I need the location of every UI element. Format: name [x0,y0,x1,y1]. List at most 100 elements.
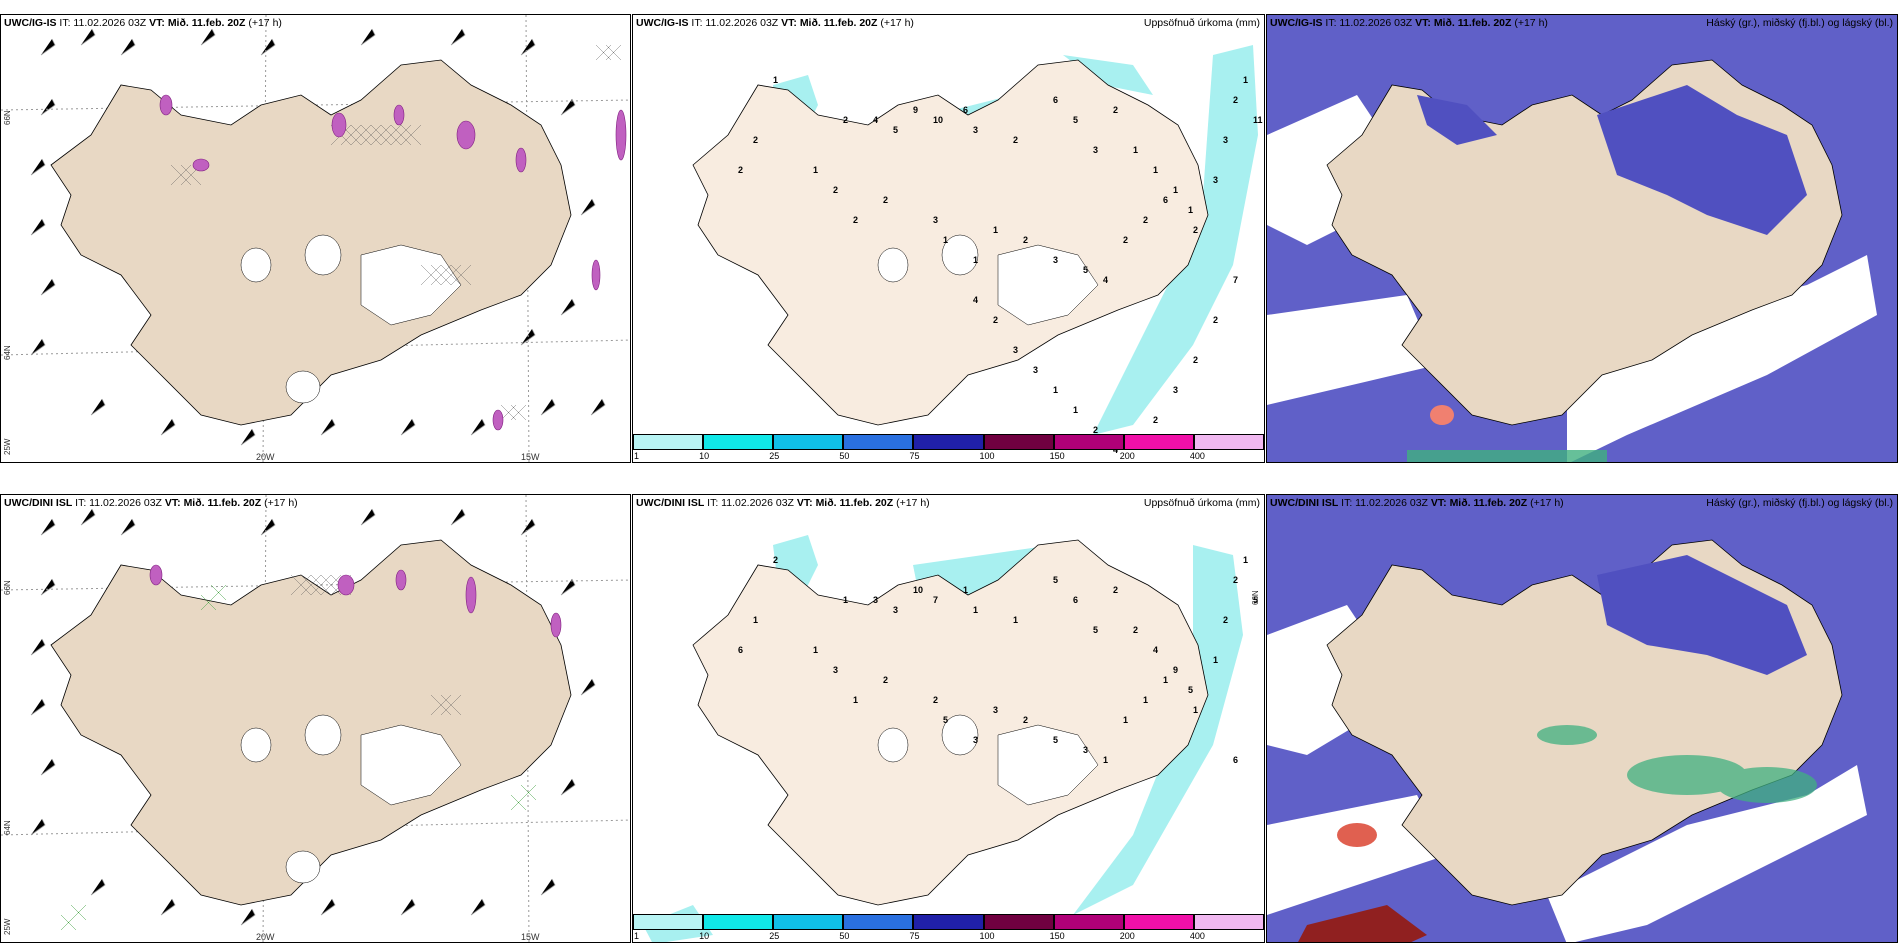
precip-value-label: 5 [1073,115,1079,125]
precip-map-top [692,45,1258,435]
colorbar-tick: 10 [699,931,710,941]
precip-value-label: 9 [1173,665,1179,675]
precip-value-label: 1 [1073,405,1079,415]
precip-value-label: 3 [1213,175,1219,185]
colorbar-swatch [913,434,984,450]
colorbar-tick: 1 [634,451,640,461]
precip-value-label: 2 [1113,105,1119,115]
colorbar-swatch [1123,434,1194,450]
precip-value-label: 2 [753,135,759,145]
wind-barbs [30,28,606,446]
map-panel-wind-top[interactable]: UWC/IG-IS IT: 11.02.2026 03Z VT: Mið. 11… [0,14,631,463]
precip-value-label: 1 [973,255,979,265]
colorbar-tick: 100 [979,931,995,941]
precip-value-label: 2 [1233,575,1239,585]
precip-value-label: 1 [1173,185,1179,195]
precip-value-label: 1 [843,595,849,605]
colorbar-swatch [703,434,774,450]
colorbar-tick: 1 [634,931,640,941]
precip-value-label: 2 [853,215,859,225]
precip-value-label: 1 [1243,555,1249,565]
precip-value-label: 2 [993,315,999,325]
lon-label-15w: 15W [521,932,540,942]
panel-title: Uppsöfnuð úrkoma (mm) [1143,497,1260,509]
glacier-white [240,234,462,404]
glacier-white [877,234,1099,326]
colorbar-swatch [983,914,1054,930]
colorbar-swatch [773,434,844,450]
precip-value-label: 5 [1253,595,1259,605]
precip-value-label: 11 [1253,115,1263,125]
colorbar-swatch [1123,914,1194,930]
precip-value-label: 2 [1093,425,1099,435]
map-panel-cloud-bottom[interactable]: UWC/DINI ISL IT: 11.02.2026 03Z VT: Mið.… [1266,494,1898,943]
colorbar-tick: 10 [699,451,710,461]
lat-label-25w: 25W [3,438,12,455]
panel-title: Háský (gr.), miðský (fj.bl.) og lágský (… [1706,17,1893,29]
precip-value-label: 1 [1053,385,1059,395]
precip-value-label: 3 [1033,365,1039,375]
precip-value-label: 3 [993,705,999,715]
low-cloud-white [1267,605,1867,942]
colorbar-tick: 100 [979,451,995,461]
hatch-snow-areas [170,44,622,421]
precip-colorbar: 1 10 25 50 75 100 150 200 400 [633,434,1264,462]
precip-value-label: 5 [1093,625,1099,635]
precip-value-label: 2 [1133,625,1139,635]
precip-value-label: 5 [1188,685,1194,695]
precip-value-label: 1 [813,645,819,655]
precip-value-label: 7 [1233,275,1239,285]
precip-value-label: 1 [963,585,969,595]
precip-value-label: 3 [1083,745,1089,755]
precip-value-label: 2 [1013,135,1019,145]
precip-value-label: 4 [973,295,979,305]
map-panel-wind-bottom[interactable]: UWC/DINI ISL IT: 11.02.2026 03Z VT: Mið.… [0,494,631,943]
precip-value-label: 2 [1143,215,1149,225]
glacier-white [877,714,1099,806]
panel-title: Uppsöfnuð úrkoma (mm) [1143,17,1260,29]
panel-header: UWC/IG-IS IT: 11.02.2026 03Z VT: Mið. 11… [1270,17,1548,29]
colorbar-swatch [1193,914,1264,930]
panel-header: UWC/DINI ISL IT: 11.02.2026 03Z VT: Mið.… [1270,497,1564,509]
colorbar-swatch [983,434,1054,450]
precip-value-label: 6 [1053,95,1059,105]
precip-value-label: 2 [843,115,849,125]
precip-value-label: 6 [1233,755,1239,765]
precip-value-label: 6 [1073,595,1079,605]
mid-cloud-over-land [1597,555,1807,675]
precip-value-label: 5 [1053,735,1059,745]
colorbar-tick: 25 [769,931,780,941]
precip-value-label: 3 [1223,135,1229,145]
precip-value-label: 1 [1123,715,1129,725]
precip-value-label: 2 [773,555,779,565]
colorbar-tick: 200 [1119,451,1135,461]
wind-barbs [30,508,596,926]
precip-value-label: 3 [873,595,879,605]
wind-map-top [1,15,630,462]
colorbar-tick: 150 [1049,451,1065,461]
colorbar-tick: 25 [769,451,780,461]
precip-value-label: 5 [943,715,949,725]
mid-cloud-over-land [1417,85,1807,235]
precip-value-label: 3 [1093,145,1099,155]
hatch-green [60,584,537,931]
precip-value-label: 1 [1243,75,1249,85]
colorbar-swatch [843,914,914,930]
colorbar-tick: 75 [909,451,920,461]
lat-label-25w: 25W [3,918,12,935]
colorbar-swatch [913,914,984,930]
precip-value-label: 4 [1113,445,1119,455]
precip-value-label: 1 [1153,165,1159,175]
map-panel-precip-bottom[interactable]: UWC/DINI ISL IT: 11.02.2026 03Z VT: Mið.… [632,494,1265,943]
precip-value-label: 2 [1153,415,1159,425]
map-panel-cloud-top[interactable]: UWC/IG-IS IT: 11.02.2026 03Z VT: Mið. 11… [1266,14,1898,463]
precip-value-label: 6 [963,105,969,115]
precip-value-label: 3 [1053,255,1059,265]
colorbar-tick: 400 [1189,931,1205,941]
precip-value-label: 1 [853,695,859,705]
colorbar-swatch [773,914,844,930]
precip-value-label: 5 [1083,265,1089,275]
colorbar-swatch [1053,914,1124,930]
precip-value-label: 1 [1013,615,1019,625]
map-panel-precip-top[interactable]: UWC/IG-IS IT: 11.02.2026 03Z VT: Mið. 11… [632,14,1265,463]
